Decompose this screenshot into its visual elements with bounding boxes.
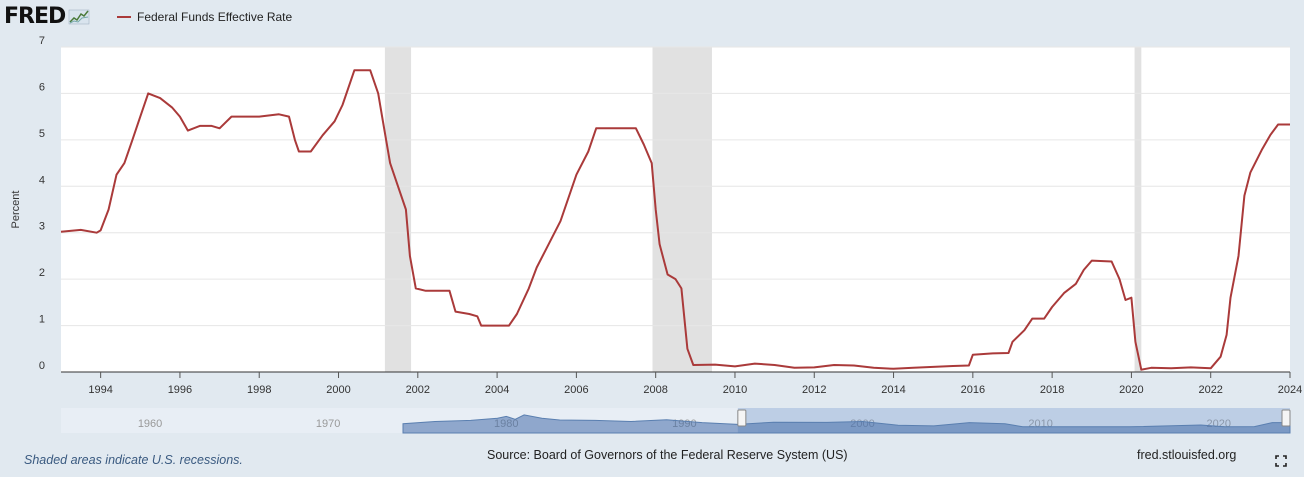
fred-logo[interactable]: FRED: [4, 4, 90, 29]
chart-legend: Federal Funds Effective Rate: [117, 10, 292, 24]
navigator-tick-label: 1960: [138, 418, 162, 430]
series-line[interactable]: [60, 69, 1290, 371]
x-tick-label: 2006: [564, 384, 588, 396]
recession-band: [1134, 47, 1142, 372]
y-axis-label: Percent: [10, 191, 22, 229]
x-tick-label: 2012: [802, 384, 826, 396]
y-tick-label: 5: [39, 128, 45, 140]
x-tick-label: 2024: [1278, 384, 1302, 396]
navigator-handle-right[interactable]: [1281, 409, 1291, 427]
x-tick-label: 2018: [1040, 384, 1064, 396]
y-tick-label: 7: [39, 35, 45, 47]
chart-line-icon: [69, 9, 90, 24]
x-tick-label: 2004: [485, 384, 509, 396]
navigator-series-area: [402, 414, 1291, 434]
recession-band: [652, 47, 712, 372]
y-tick-label: 0: [39, 360, 45, 372]
x-tick-label: 2002: [406, 384, 430, 396]
x-tick-label: 2000: [326, 384, 350, 396]
y-tick-label: 1: [39, 314, 45, 326]
legend-swatch: [117, 16, 131, 18]
x-tick-label: 2022: [1198, 384, 1222, 396]
x-tick-label: 2008: [643, 384, 667, 396]
recession-band: [384, 47, 412, 372]
x-tick-label: 1998: [247, 384, 271, 396]
source-text: Source: Board of Governors of the Federa…: [487, 448, 848, 462]
y-tick-label: 3: [39, 221, 45, 233]
y-tick-label: 6: [39, 81, 45, 93]
line-chart[interactable]: 0 1 2 3 4 5 6 7 1994 1996 1998 2000 2002 2004 2006 2008…: [0, 0, 1304, 440]
y-tick-label: 4: [39, 174, 45, 186]
logo-text: FRED: [4, 4, 66, 29]
x-tick-label: 1996: [168, 384, 192, 396]
navigator-tick-label: 1970: [316, 418, 340, 430]
x-tick-label: 1994: [88, 384, 112, 396]
navigator-handle-left[interactable]: [737, 409, 747, 427]
x-tick-label: 2010: [723, 384, 747, 396]
y-tick-label: 2: [39, 267, 45, 279]
fullscreen-icon[interactable]: [1275, 455, 1287, 467]
x-tick-label: 2014: [881, 384, 905, 396]
x-tick-label: 2016: [961, 384, 985, 396]
recession-note: Shaded areas indicate U.S. recessions.: [24, 453, 243, 467]
legend-label: Federal Funds Effective Rate: [137, 10, 293, 24]
x-tick-label: 2020: [1119, 384, 1143, 396]
site-link[interactable]: fred.stlouisfed.org: [1137, 448, 1237, 462]
